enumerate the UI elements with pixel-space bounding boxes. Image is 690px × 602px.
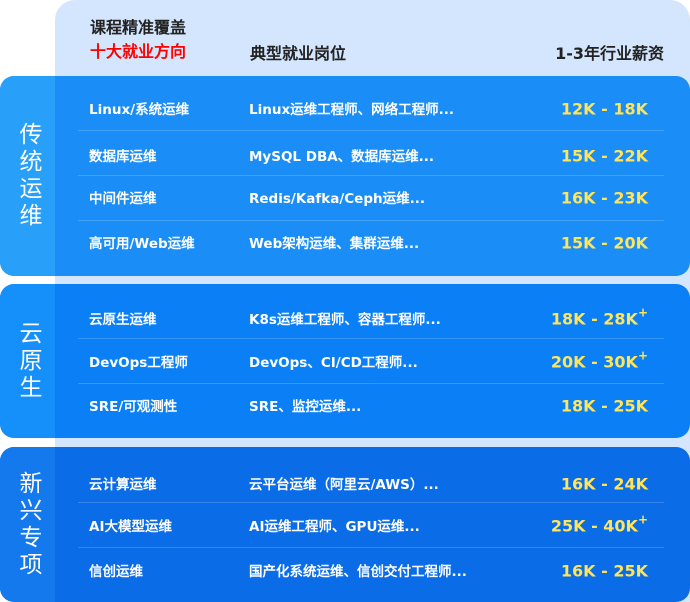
salary-range: 15K - 20K bbox=[560, 233, 648, 253]
salary-range: 16K - 25K bbox=[560, 561, 648, 581]
jobs: DevOps、CI/CD工程师... bbox=[249, 355, 418, 371]
table-row: DevOps工程师 DevOps、CI/CD工程师... 20K - 30K+ bbox=[78, 348, 664, 373]
row-divider bbox=[78, 502, 664, 503]
group-2: 新兴专项 云计算运维 云平台运维（阿里云/AWS）... 16K - 24K A… bbox=[0, 447, 690, 602]
group-1: 云原生 云原生运维 K8s运维工程师、容器工程师... 18K - 28K+ D… bbox=[0, 284, 690, 438]
direction: AI大模型运维 bbox=[89, 519, 172, 535]
direction: 信创运维 bbox=[89, 564, 143, 580]
salary-range: 18K - 25K bbox=[560, 396, 648, 416]
salary-range: 15K - 22K bbox=[560, 146, 648, 166]
group-label: 新兴专项 bbox=[0, 447, 55, 602]
direction: 云原生运维 bbox=[89, 312, 157, 328]
row-divider bbox=[78, 175, 664, 176]
group-0: 传统运维 Linux/系统运维 Linux运维工程师、网络工程师... 12K … bbox=[0, 76, 690, 276]
salary: 20K - 30K+ bbox=[550, 348, 648, 372]
salary-range: 16K - 23K bbox=[560, 188, 648, 208]
salary-range: 20K - 30K bbox=[550, 352, 638, 372]
jobs: SRE、监控运维... bbox=[249, 399, 362, 415]
direction: SRE/可观测性 bbox=[89, 399, 178, 415]
salary: 25K - 40K+ bbox=[550, 512, 648, 536]
group-label-text: 新兴专项 bbox=[15, 470, 41, 579]
jobs: K8s运维工程师、容器工程师... bbox=[249, 312, 441, 328]
group-label: 传统运维 bbox=[0, 76, 55, 276]
jobs: 国产化系统运维、信创交付工程师... bbox=[249, 564, 467, 580]
jobs: Redis/Kafka/Ceph运维... bbox=[249, 191, 425, 207]
jobs: Linux运维工程师、网络工程师... bbox=[249, 102, 455, 118]
row-divider bbox=[78, 220, 664, 221]
salary-plus: + bbox=[637, 348, 648, 363]
direction: 云计算运维 bbox=[89, 477, 157, 493]
salary-range: 18K - 28K bbox=[550, 309, 638, 329]
table-row: 云原生运维 K8s运维工程师、容器工程师... 18K - 28K+ bbox=[78, 305, 664, 330]
salary: 15K - 20K bbox=[560, 231, 648, 253]
salary: 16K - 24K bbox=[560, 472, 648, 494]
row-divider bbox=[78, 547, 664, 548]
table-row: 云计算运维 云平台运维（阿里云/AWS）... 16K - 24K bbox=[78, 471, 664, 495]
group-label-text: 传统运维 bbox=[15, 122, 41, 230]
table-row: 信创运维 国产化系统运维、信创交付工程师... 16K - 25K bbox=[78, 558, 664, 582]
table-row: SRE/可观测性 SRE、监控运维... 18K - 25K bbox=[78, 393, 664, 417]
header-subtitle: 课程精准覆盖 bbox=[90, 18, 187, 37]
salary: 16K - 23K bbox=[560, 186, 648, 208]
header-salary: 1-3年行业薪资 bbox=[555, 44, 664, 63]
table-row: 中间件运维 Redis/Kafka/Ceph运维... 16K - 23K bbox=[78, 185, 664, 209]
salary: 18K - 28K+ bbox=[550, 305, 648, 329]
table-row: AI大模型运维 AI运维工程师、GPU运维... 25K - 40K+ bbox=[78, 512, 664, 537]
salary-range: 25K - 40K bbox=[550, 516, 638, 536]
header-jobs: 典型就业岗位 bbox=[250, 44, 347, 63]
direction: 高可用/Web运维 bbox=[89, 236, 195, 252]
header-title: 十大就业方向 bbox=[90, 42, 187, 61]
group-label-text: 云原生 bbox=[15, 320, 41, 402]
direction: 中间件运维 bbox=[89, 191, 157, 207]
table-row: 数据库运维 MySQL DBA、数据库运维... 15K - 22K bbox=[78, 143, 664, 167]
direction: DevOps工程师 bbox=[89, 355, 188, 371]
jobs: MySQL DBA、数据库运维... bbox=[249, 149, 435, 165]
jobs: Web架构运维、集群运维... bbox=[249, 236, 420, 252]
salary-range: 12K - 18K bbox=[560, 99, 648, 119]
row-divider bbox=[78, 383, 664, 384]
row-divider bbox=[78, 338, 664, 339]
salary-plus: + bbox=[637, 512, 648, 527]
salary: 12K - 18K bbox=[560, 97, 648, 119]
salary: 18K - 25K bbox=[560, 394, 648, 416]
direction: Linux/系统运维 bbox=[89, 102, 190, 118]
group-label: 云原生 bbox=[0, 284, 55, 438]
salary: 15K - 22K bbox=[560, 144, 648, 166]
jobs: AI运维工程师、GPU运维... bbox=[249, 519, 420, 535]
row-divider bbox=[78, 130, 664, 131]
salary-plus: + bbox=[637, 305, 648, 320]
table-row: Linux/系统运维 Linux运维工程师、网络工程师... 12K - 18K bbox=[78, 96, 664, 120]
jobs: 云平台运维（阿里云/AWS）... bbox=[249, 477, 439, 493]
salary-range: 16K - 24K bbox=[560, 474, 648, 494]
salary: 16K - 25K bbox=[560, 559, 648, 581]
table-row: 高可用/Web运维 Web架构运维、集群运维... 15K - 20K bbox=[78, 230, 664, 254]
direction: 数据库运维 bbox=[89, 149, 157, 165]
